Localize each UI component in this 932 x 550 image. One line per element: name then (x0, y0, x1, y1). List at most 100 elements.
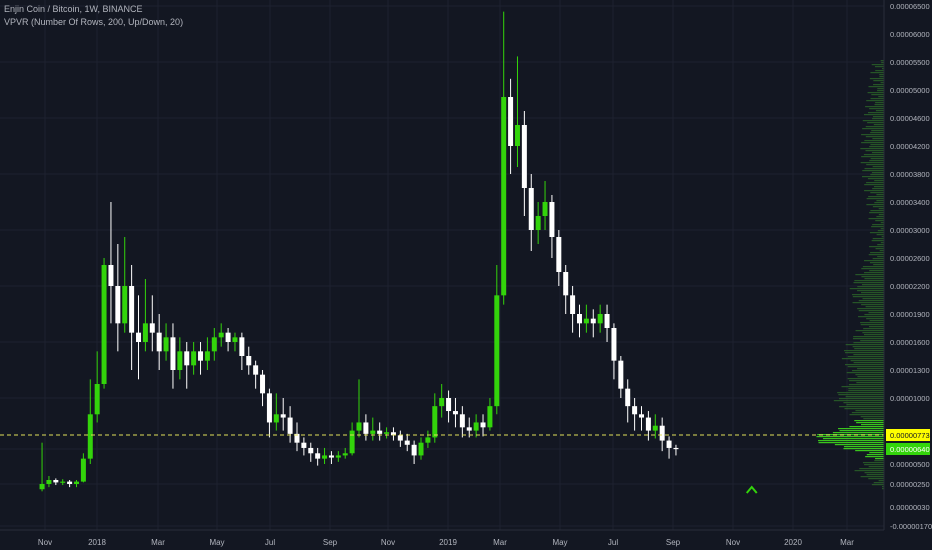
candle-body (487, 406, 493, 428)
candle-body (266, 393, 272, 423)
candle-body (246, 356, 252, 366)
profile-bar (853, 362, 884, 364)
profile-bar (872, 238, 884, 240)
candle-body (508, 97, 514, 146)
candle-body (570, 295, 576, 314)
profile-bar (861, 292, 884, 294)
profile-bar (869, 232, 884, 234)
profile-bar (852, 294, 884, 296)
candle-body (632, 406, 638, 415)
candle-body (556, 237, 562, 272)
profile-bar (872, 206, 884, 208)
profile-bar (870, 174, 884, 176)
candle-body (563, 272, 569, 296)
profile-bar (846, 404, 884, 406)
candle-body (590, 318, 596, 324)
profile-bar (860, 416, 884, 418)
profile-bar (849, 426, 884, 428)
profile-bar (864, 168, 884, 170)
y-tick-label: 0.00006500 (890, 2, 930, 11)
candle-body (156, 332, 162, 352)
y-tick-label: 0.00004600 (890, 114, 930, 123)
candle-body (253, 365, 259, 375)
candle-body (459, 414, 465, 428)
profile-bar (864, 472, 884, 474)
profile-bar (870, 98, 884, 100)
x-tick-label: Jul (265, 538, 275, 547)
candle-body (597, 314, 603, 324)
profile-bar (857, 308, 884, 310)
candle-body (60, 481, 66, 483)
profile-bar (818, 440, 884, 442)
profile-bar (855, 330, 884, 332)
y-tick-label: 0.00004200 (890, 142, 930, 151)
profile-bar (869, 160, 884, 162)
profile-bar (876, 234, 884, 236)
profile-bar (877, 230, 884, 232)
x-tick-label: 2020 (784, 538, 802, 547)
profile-bar (872, 188, 884, 190)
candle-body (301, 442, 307, 448)
y-tick-label: 0.00006000 (890, 30, 930, 39)
candle-body (94, 384, 100, 415)
profile-bar (863, 328, 884, 330)
x-tick-label: Mar (840, 538, 854, 547)
candle-body (232, 337, 238, 342)
profile-bar (870, 252, 884, 254)
profile-bar (849, 414, 884, 416)
candle-body (115, 286, 121, 324)
y-tick-label: 0.00005000 (890, 86, 930, 95)
candle-body (425, 437, 431, 443)
time-axis[interactable]: Nov 2018 Mar May Jul Sep Nov 2019 Mar May Jul Sep No… (38, 538, 854, 547)
profile-bar (882, 486, 884, 488)
y-tick-label: 0.00001600 (890, 338, 930, 347)
candle-body (652, 425, 658, 431)
candle-body (328, 455, 334, 458)
profile-bar (867, 122, 884, 124)
y-tick-label: 0.00001300 (890, 366, 930, 375)
profile-bar (850, 360, 884, 362)
candle-body (239, 337, 245, 356)
profile-bar (865, 306, 884, 308)
profile-bar (873, 264, 884, 266)
profile-bar (882, 488, 884, 490)
profile-bar (874, 180, 884, 182)
candle-body (136, 332, 142, 342)
x-tick-label: Mar (493, 538, 507, 547)
x-tick-label: Nov (38, 538, 52, 547)
profile-bar (848, 384, 884, 386)
profile-bar (865, 126, 884, 128)
price-axis[interactable]: 0.00006500 0.00006000 0.00005500 0.00005000… (890, 2, 932, 531)
y-tick-label: 0.00001000 (890, 394, 930, 403)
candle-body (356, 422, 362, 431)
profile-bar (856, 382, 884, 384)
candle-body (673, 447, 679, 450)
profile-bar (866, 198, 884, 200)
x-tick-label: 2018 (88, 538, 106, 547)
profile-bar (878, 480, 884, 482)
candle-body (163, 337, 169, 352)
candle-body (53, 480, 59, 483)
candle-body (480, 422, 486, 428)
profile-bar (870, 72, 884, 74)
profile-bar (880, 222, 884, 224)
candle-body (446, 398, 452, 412)
profile-bar (878, 214, 884, 216)
profile-bar (880, 82, 884, 84)
y-tick-label: 0.00005500 (890, 58, 930, 67)
profile-bar (872, 258, 884, 260)
profile-bar (834, 444, 884, 446)
candle-body (528, 188, 534, 230)
candle-body (439, 398, 445, 407)
candle-body (549, 202, 555, 237)
profile-bar (860, 424, 884, 426)
profile-bar (854, 348, 884, 350)
profile-bar (872, 116, 884, 118)
y-tick-label: 0.00002600 (890, 254, 930, 263)
profile-bar (866, 454, 884, 456)
chart-title: Enjin Coin / Bitcoin, 1W, BINANCE (4, 4, 143, 14)
profile-bar (839, 430, 884, 432)
candle-body (315, 453, 321, 459)
profile-bar (864, 140, 884, 142)
